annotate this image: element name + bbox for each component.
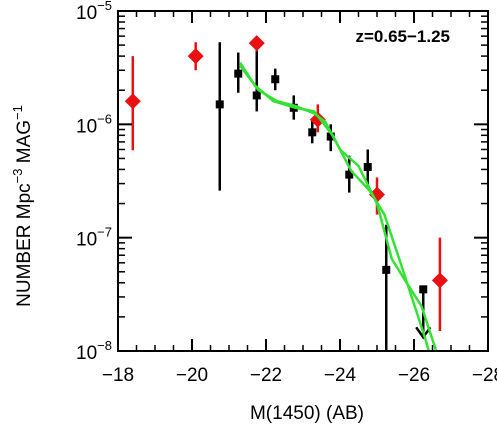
y-tick-label-exponent: −7: [97, 225, 112, 240]
data-point-square: [382, 265, 391, 274]
data-point-diamond: [431, 272, 448, 289]
data-point-diamond: [248, 35, 265, 52]
x-tick-label: −20: [176, 365, 208, 386]
plot-marks: [124, 35, 448, 352]
y-tick-label-base: 10: [76, 230, 97, 251]
x-tick-label: −24: [324, 365, 357, 386]
y-tick-label-base: 10: [76, 3, 97, 24]
y-tick-label-base: 10: [76, 116, 97, 137]
model-curve: [239, 62, 431, 352]
data-point-square: [363, 163, 372, 172]
redshift-annotation: z=0.65−1.25: [355, 27, 450, 46]
x-tick-label: −28: [472, 365, 497, 386]
y-tick-label: 10−7: [76, 225, 112, 251]
plot-frame: [117, 10, 489, 352]
model-curve: [239, 64, 438, 352]
y-tick-label-exponent: −6: [97, 111, 112, 126]
x-axis-title: M(1450) (AB): [250, 403, 364, 424]
data-point-diamond: [187, 48, 204, 65]
data-point-square: [271, 75, 280, 84]
data-point-square: [252, 91, 261, 100]
y-axis-title-mag: MAG: [14, 120, 35, 169]
data-point-square: [215, 100, 224, 109]
y-tick-label-exponent: −5: [97, 0, 112, 13]
data-point-square: [234, 69, 243, 78]
axis-ticks: [117, 10, 489, 352]
y-tick-label-base: 10: [76, 343, 97, 364]
data-point-diamond: [124, 93, 141, 110]
x-tick-label: −26: [398, 365, 430, 386]
x-tick-label: −22: [250, 365, 282, 386]
x-tick-label: −18: [102, 365, 134, 386]
upper-limit-arrow: [415, 326, 432, 340]
y-tick-label: 10−8: [76, 338, 112, 364]
y-tick-label: 10−5: [76, 0, 112, 24]
y-axis-title-main: NUMBER Mpc: [14, 183, 35, 307]
data-point-square: [326, 132, 335, 141]
tick-labels: −18−20−22−24−26−2810−810−710−610−5: [76, 0, 497, 386]
data-point-diamond: [309, 111, 326, 128]
y-tick-label: 10−6: [76, 111, 112, 137]
data-point-square: [419, 285, 428, 294]
y-tick-label-exponent: −8: [97, 338, 112, 353]
y-axis-title: NUMBER Mpc−3 MAG−1: [10, 105, 35, 307]
y-axis-title-exp1: −3: [10, 169, 25, 184]
data-point-square: [308, 128, 317, 137]
data-point-square: [345, 170, 354, 179]
y-axis-title-exp2: −1: [10, 105, 25, 120]
data-point-diamond: [369, 186, 385, 203]
